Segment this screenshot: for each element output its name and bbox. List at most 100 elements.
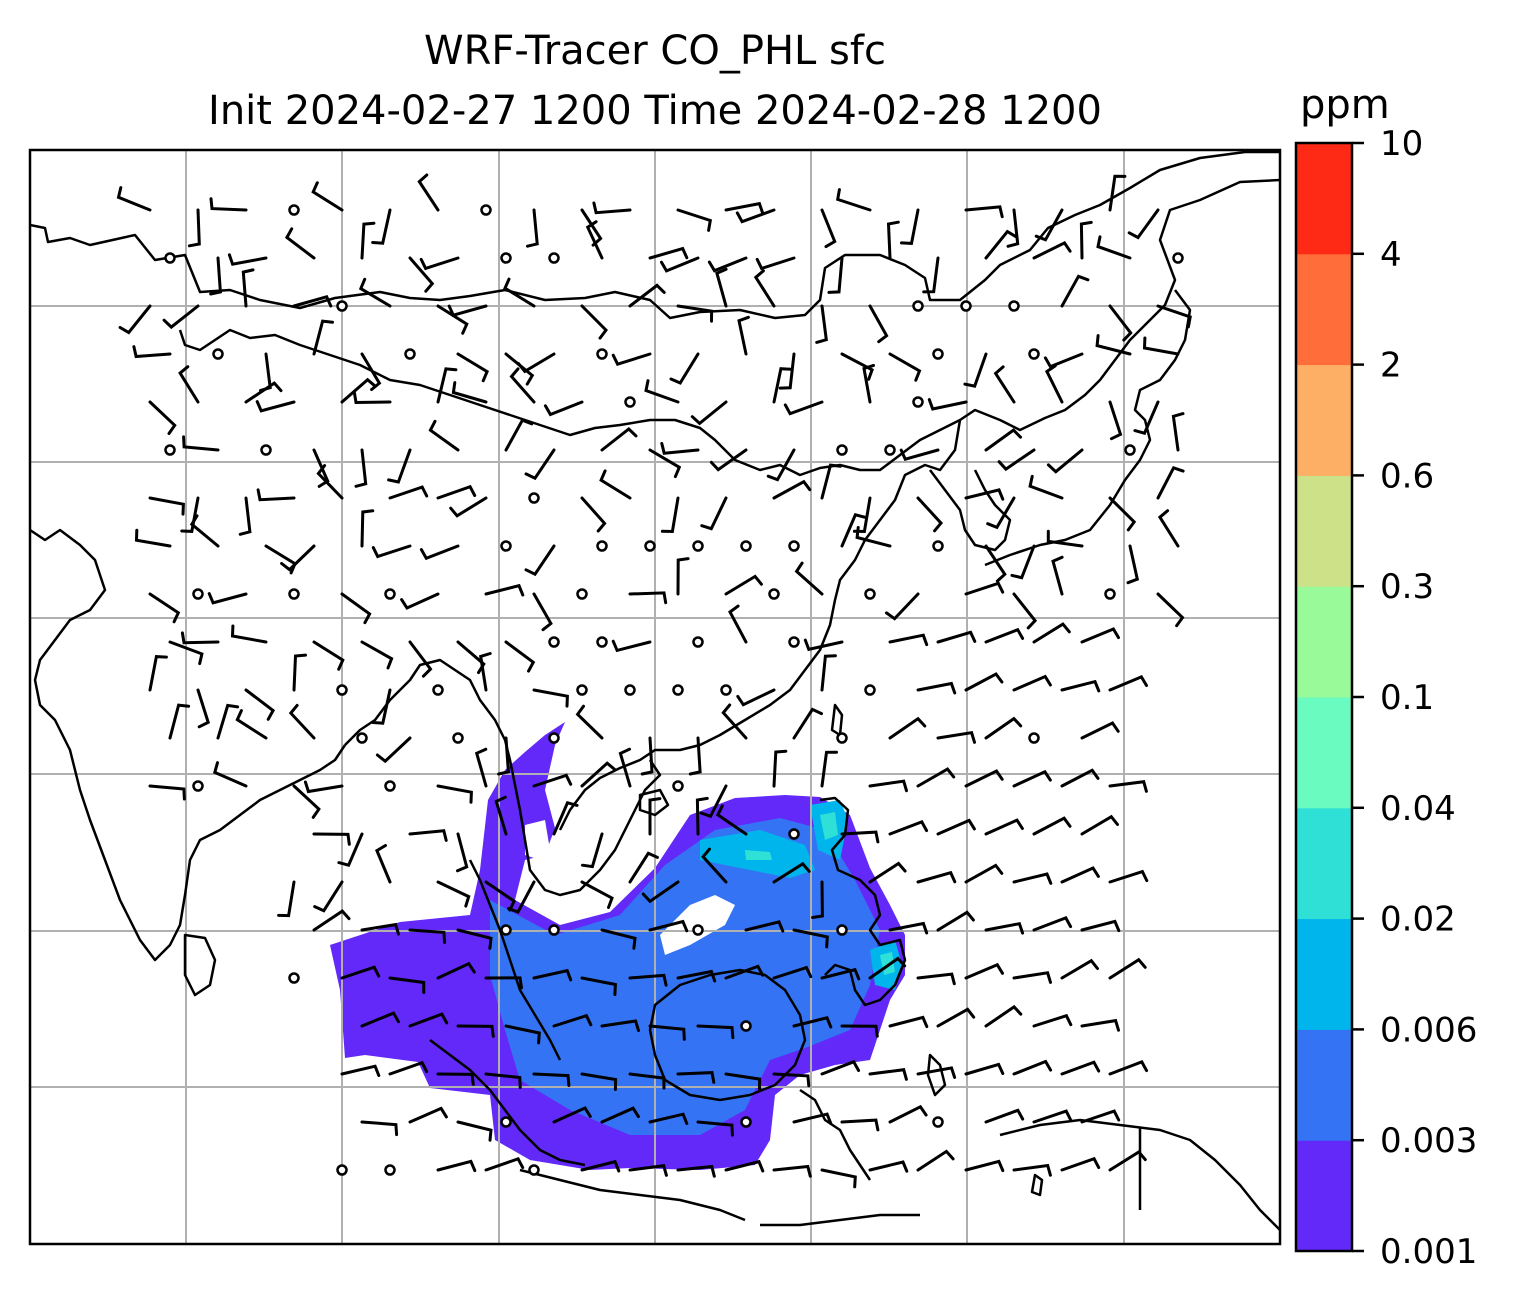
wind-barb — [456, 928, 493, 950]
wind-barb — [696, 1024, 735, 1040]
wind-barb — [916, 1149, 955, 1172]
wind-barb — [724, 201, 765, 215]
wind-barb — [1012, 1163, 1052, 1177]
wind-barb — [648, 1024, 686, 1041]
calm-wind-circle — [788, 828, 800, 840]
wind-barb — [690, 400, 728, 426]
wind-barb — [766, 448, 796, 482]
calm-wind-circle — [1028, 732, 1040, 744]
calm-wind-circle — [672, 684, 684, 696]
wind-barb — [811, 880, 824, 919]
wind-barb — [600, 1106, 640, 1124]
wind-barb — [964, 1159, 1005, 1173]
wind-barb — [408, 640, 433, 678]
wind-barb — [118, 304, 152, 335]
coast-new-guinea — [999, 1118, 1280, 1231]
calm-wind-circle — [548, 636, 560, 648]
wind-barb — [388, 976, 426, 994]
wind-barb — [1060, 866, 1100, 884]
wind-barb — [753, 269, 776, 308]
wind-barb — [280, 544, 316, 572]
wind-barb — [1012, 769, 1052, 788]
wind-barb — [1080, 721, 1120, 740]
wind-barb — [255, 400, 296, 413]
graticule — [30, 150, 1280, 1244]
wind-barb — [419, 256, 460, 271]
colorbar-segment — [1296, 475, 1352, 587]
wind-barb — [312, 909, 351, 932]
wind-barb — [648, 246, 689, 260]
wind-barb — [820, 967, 861, 981]
wind-barb — [922, 256, 940, 294]
wind-barb — [1060, 1060, 1101, 1076]
calm-wind-circle — [720, 684, 732, 696]
wind-barb — [724, 574, 763, 596]
wind-barb — [641, 880, 680, 904]
coast-borneo — [648, 968, 807, 1102]
wind-barb — [660, 496, 680, 534]
wind-barb — [238, 496, 252, 536]
wind-barb — [436, 880, 471, 908]
map-frame — [28, 148, 1282, 1246]
wind-barb — [313, 880, 344, 913]
wind-barb — [600, 427, 638, 452]
wind-barb — [148, 400, 177, 435]
wind-barb — [148, 496, 185, 516]
calm-wind-circle — [740, 1020, 752, 1032]
coast-china-south — [558, 419, 962, 831]
wind-barb — [292, 784, 321, 819]
calm-wind-circle — [500, 1116, 512, 1128]
colorbar-segment — [1296, 364, 1352, 476]
wind-barb — [984, 818, 1024, 836]
wind-barb — [984, 1004, 1023, 1028]
calm-wind-circle — [1104, 588, 1116, 600]
calm-wind-circle — [836, 732, 848, 744]
wind-barb — [580, 880, 614, 909]
wind-barb — [178, 365, 200, 404]
wind-barb — [509, 367, 536, 404]
wind-barb — [116, 186, 152, 212]
wind-barb — [532, 688, 569, 708]
wind-barb — [772, 367, 793, 404]
coast-timor — [760, 1213, 920, 1227]
wind-barb — [888, 352, 922, 382]
wind-barb — [408, 256, 435, 293]
wind-barb — [868, 779, 908, 793]
coast-mindanao-islands — [926, 1053, 1044, 1197]
wind-barb — [479, 652, 492, 692]
wind-barb — [552, 1013, 593, 1028]
calm-wind-circle — [384, 588, 396, 600]
calm-wind-circle — [912, 396, 924, 408]
wind-barb — [209, 197, 248, 212]
wind-barb — [820, 463, 842, 500]
wind-barb — [148, 655, 168, 692]
wind-barb — [288, 703, 316, 740]
wind-barb — [447, 304, 488, 317]
wind-barb — [580, 976, 617, 996]
wind-barb — [580, 1072, 618, 1091]
wind-barb — [1032, 916, 1073, 932]
colorbar-segment — [1296, 1029, 1352, 1141]
coast-korea — [929, 469, 1012, 552]
calm-wind-circle — [384, 1164, 396, 1176]
wind-barb — [648, 797, 662, 836]
wind-barb — [400, 592, 440, 610]
colorbar-segment — [1296, 918, 1352, 1030]
calm-wind-circle — [912, 300, 924, 312]
wind-barb — [640, 736, 654, 776]
wind-barb — [180, 496, 200, 533]
wind-barb — [1142, 336, 1180, 356]
wind-barb — [213, 761, 248, 788]
colorbar-ticks: 0.001 0.003 0.006 0.02 0.04 0.1 0.3 0.6 2 4 10 — [1352, 124, 1477, 1272]
wind-barb — [628, 1164, 668, 1177]
wind-barb — [484, 1156, 525, 1172]
calm-wind-circle — [336, 300, 348, 312]
wind-barb — [1028, 474, 1064, 500]
wind-barb — [196, 688, 211, 729]
wind-barb — [840, 1118, 880, 1132]
tracer-plume — [330, 722, 905, 1170]
wind-barb — [600, 928, 637, 950]
wind-barb — [524, 544, 556, 577]
wind-barb — [1108, 780, 1148, 793]
wind-barb — [699, 784, 728, 819]
